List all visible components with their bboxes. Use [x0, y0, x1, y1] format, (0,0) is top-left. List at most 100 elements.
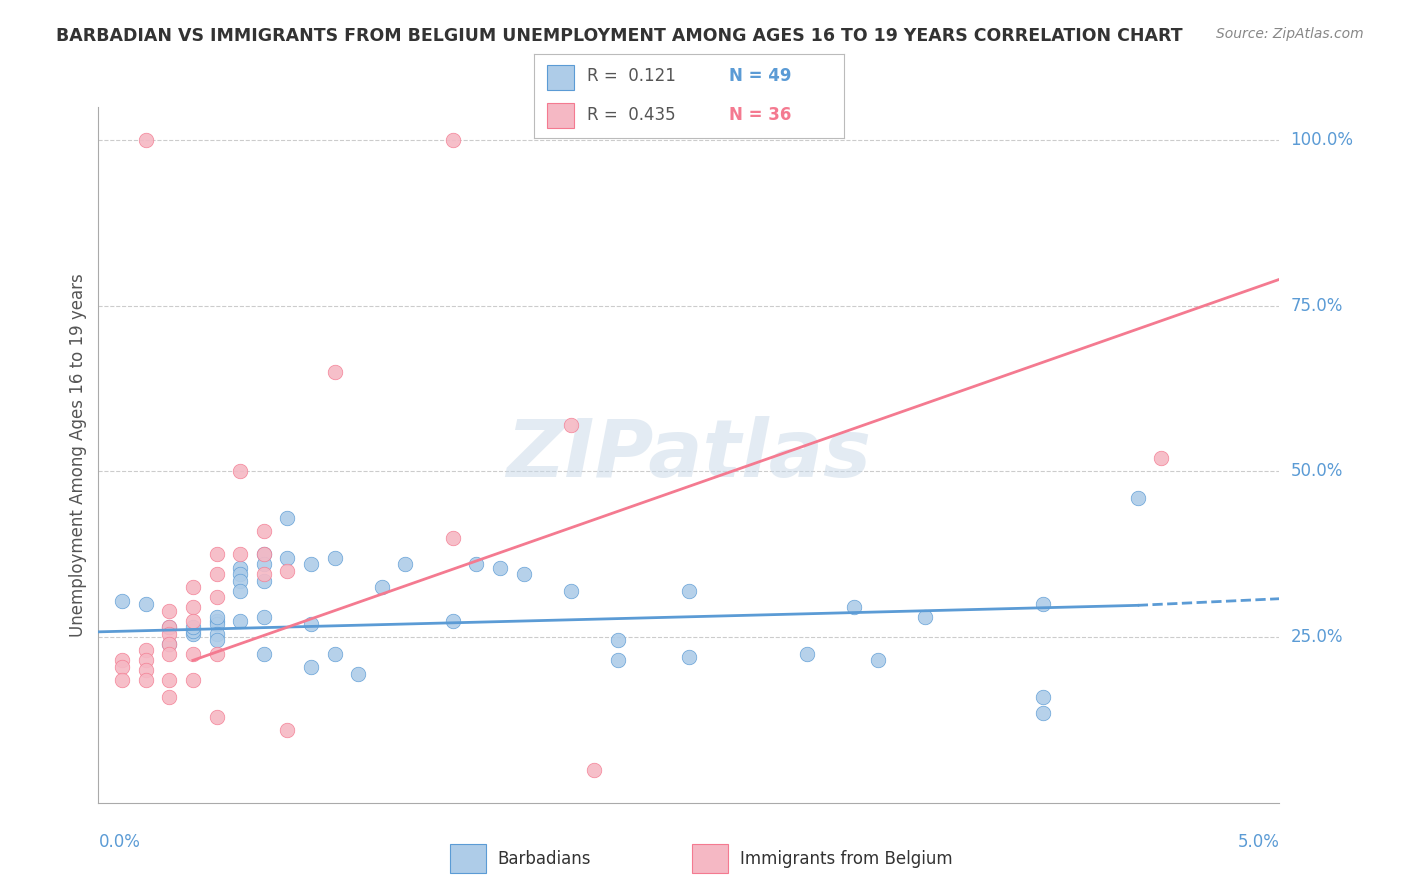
FancyBboxPatch shape [547, 64, 575, 90]
Point [229, 560, 252, 574]
Y-axis label: Unemployment Among Ages 16 to 19 years: Unemployment Among Ages 16 to 19 years [69, 273, 87, 637]
Point [181, 581, 204, 595]
Point [111, 653, 134, 667]
Text: R =  0.435: R = 0.435 [586, 105, 675, 123]
Text: 25.0%: 25.0% [1291, 628, 1343, 646]
Point [205, 633, 228, 648]
Point [253, 524, 276, 538]
Point [135, 653, 157, 667]
Point [347, 666, 370, 681]
Point [135, 673, 157, 688]
Point [1126, 491, 1149, 505]
Point [205, 614, 228, 628]
Point [181, 600, 204, 615]
Point [253, 610, 276, 624]
Point [441, 614, 464, 628]
Point [157, 647, 180, 661]
Point [512, 567, 534, 582]
Point [205, 647, 228, 661]
Point [181, 647, 204, 661]
FancyBboxPatch shape [692, 844, 728, 873]
Point [205, 610, 228, 624]
Point [111, 660, 134, 674]
Point [157, 604, 180, 618]
Point [299, 616, 322, 631]
Point [157, 627, 180, 641]
Point [135, 597, 157, 611]
Point [583, 763, 606, 777]
Text: 100.0%: 100.0% [1291, 131, 1354, 149]
Point [157, 637, 180, 651]
Point [181, 614, 204, 628]
Point [394, 558, 416, 572]
Point [465, 558, 488, 572]
Point [229, 583, 252, 598]
Point [181, 627, 204, 641]
Point [135, 133, 157, 147]
Point [229, 547, 252, 561]
Point [866, 653, 889, 667]
Text: 50.0%: 50.0% [1291, 462, 1343, 481]
Text: N = 49: N = 49 [730, 68, 792, 86]
Point [205, 709, 228, 723]
Point [181, 620, 204, 634]
Point [323, 550, 346, 565]
Point [229, 614, 252, 628]
Point [253, 547, 276, 561]
Point [111, 593, 134, 607]
Point [253, 558, 276, 572]
Text: Source: ZipAtlas.com: Source: ZipAtlas.com [1216, 27, 1364, 41]
Point [253, 574, 276, 588]
Point [299, 660, 322, 674]
Point [181, 673, 204, 688]
Text: BARBADIAN VS IMMIGRANTS FROM BELGIUM UNEMPLOYMENT AMONG AGES 16 TO 19 YEARS CORR: BARBADIAN VS IMMIGRANTS FROM BELGIUM UNE… [56, 27, 1182, 45]
Point [276, 564, 298, 578]
Point [157, 673, 180, 688]
Point [135, 643, 157, 657]
Point [205, 591, 228, 605]
Point [1032, 706, 1054, 721]
Point [205, 567, 228, 582]
Point [323, 647, 346, 661]
Point [253, 567, 276, 582]
Point [441, 133, 464, 147]
Point [1032, 597, 1054, 611]
Point [253, 547, 276, 561]
Point [914, 610, 936, 624]
Point [157, 690, 180, 704]
Point [205, 627, 228, 641]
Point [181, 624, 204, 638]
Point [135, 663, 157, 677]
Point [205, 547, 228, 561]
Point [111, 673, 134, 688]
Point [678, 650, 700, 665]
FancyBboxPatch shape [450, 844, 486, 873]
Point [253, 647, 276, 661]
Point [678, 583, 700, 598]
Point [1032, 690, 1054, 704]
Point [229, 465, 252, 479]
Point [607, 633, 630, 648]
Point [607, 653, 630, 667]
Point [229, 574, 252, 588]
Point [371, 581, 394, 595]
Text: Barbadians: Barbadians [498, 849, 592, 868]
Text: N = 36: N = 36 [730, 105, 792, 123]
Point [323, 365, 346, 379]
Point [229, 567, 252, 582]
Text: 75.0%: 75.0% [1291, 297, 1343, 315]
Text: Immigrants from Belgium: Immigrants from Belgium [740, 849, 952, 868]
Text: R =  0.121: R = 0.121 [586, 68, 676, 86]
Point [489, 560, 512, 574]
Point [276, 511, 298, 525]
Point [299, 558, 322, 572]
Point [205, 616, 228, 631]
Point [157, 637, 180, 651]
Point [157, 620, 180, 634]
Point [796, 647, 818, 661]
Point [276, 723, 298, 737]
Point [560, 418, 582, 433]
Text: 5.0%: 5.0% [1237, 833, 1279, 851]
Point [441, 531, 464, 545]
Point [844, 600, 866, 615]
